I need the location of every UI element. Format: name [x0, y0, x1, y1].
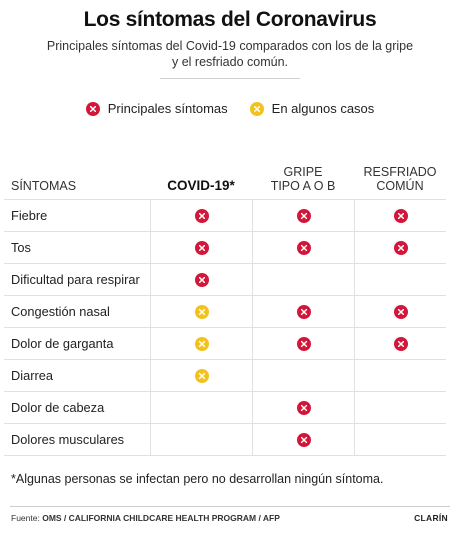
footnote: *Algunas personas se infectan pero no de… [11, 472, 384, 486]
symptom-name: Tos [11, 240, 31, 255]
symptom-name: Dolores musculares [11, 432, 125, 447]
cold-cell [354, 232, 446, 263]
legend: Principales síntomas En algunos casos [0, 101, 460, 116]
flu-cell [252, 424, 354, 455]
header-covid: COVID-19* [167, 178, 235, 193]
header-cold: RESFRIADO COMÚN [354, 165, 446, 193]
symptom-name: Diarrea [11, 368, 53, 383]
legend-item-main: Principales síntomas [85, 101, 228, 116]
flu-cell [252, 200, 354, 231]
table-row: Congestión nasal [4, 296, 446, 328]
covid-cell [150, 232, 252, 263]
covid-cell [150, 296, 252, 327]
table-row: Fiebre [4, 200, 446, 232]
cold-cell [354, 296, 446, 327]
flu-cell [252, 232, 354, 263]
title-divider [160, 78, 300, 79]
subtitle-line-2: y el resfriado común. [171, 55, 289, 69]
main-symptom-icon [194, 240, 209, 255]
legend-some-label: En algunos casos [271, 101, 375, 116]
flu-cell [252, 392, 354, 423]
main-symptom-icon [296, 304, 311, 319]
covid-cell [150, 264, 252, 295]
table-row: Diarrea [4, 360, 446, 392]
flu-cell [252, 360, 354, 391]
symptoms-table: SÍNTOMAS COVID-19* GRIPE TIPO A O B RESF… [4, 158, 446, 456]
some-cases-icon [249, 101, 264, 116]
legend-item-some: En algunos casos [249, 101, 375, 116]
main-symptom-icon [393, 208, 408, 223]
table-row: Dificultad para respirar [4, 264, 446, 296]
covid-cell [150, 360, 252, 391]
brand-logo: CLARÍN [414, 513, 448, 523]
main-symptom-icon [393, 304, 408, 319]
legend-main-label: Principales síntomas [107, 101, 228, 116]
covid-cell [150, 200, 252, 231]
table-row: Tos [4, 232, 446, 264]
cold-cell [354, 424, 446, 455]
subtitle-line-1: Principales síntomas del Covid-19 compar… [46, 39, 414, 53]
header-cold-line-2: COMÚN [376, 179, 424, 193]
cold-cell [354, 200, 446, 231]
flu-cell [252, 264, 354, 295]
table-row: Dolores musculares [4, 424, 446, 456]
header-flu: GRIPE TIPO A O B [252, 165, 354, 193]
some-cases-icon [194, 304, 209, 319]
main-symptom-icon [296, 432, 311, 447]
header-cold-line-1: RESFRIADO [363, 165, 437, 179]
cold-cell [354, 264, 446, 295]
cold-cell [354, 328, 446, 359]
main-symptom-icon [393, 240, 408, 255]
main-symptom-icon [296, 208, 311, 223]
source-credit: Fuente: OMS / CALIFORNIA CHILDCARE HEALT… [11, 513, 280, 523]
flu-cell [252, 296, 354, 327]
table-body: Fiebre Tos Dificultad para respirar Congest… [4, 200, 446, 456]
footer-divider [10, 506, 450, 507]
table-row: Dolor de cabeza [4, 392, 446, 424]
header-symptoms: SÍNTOMAS [11, 179, 77, 193]
symptom-name: Dolor de garganta [11, 336, 114, 351]
main-symptom-icon [296, 400, 311, 415]
header-flu-line-2: TIPO A O B [270, 179, 336, 193]
main-symptom-icon [194, 272, 209, 287]
covid-cell [150, 424, 252, 455]
some-cases-icon [194, 336, 209, 351]
flu-cell [252, 328, 354, 359]
cold-cell [354, 392, 446, 423]
page-title: Los síntomas del Coronavirus [83, 8, 377, 31]
covid-cell [150, 328, 252, 359]
table-header: SÍNTOMAS COVID-19* GRIPE TIPO A O B RESF… [4, 158, 446, 200]
page-subtitle: Principales síntomas del Covid-19 compar… [30, 38, 430, 70]
symptom-name: Dificultad para respirar [11, 272, 140, 287]
table-row: Dolor de garganta [4, 328, 446, 360]
cold-cell [354, 360, 446, 391]
main-symptom-icon [194, 208, 209, 223]
symptom-name: Congestión nasal [11, 304, 110, 319]
main-symptom-icon [296, 336, 311, 351]
some-cases-icon [194, 368, 209, 383]
symptom-name: Fiebre [11, 208, 48, 223]
header-flu-line-1: GRIPE [283, 165, 323, 179]
main-symptom-icon [296, 240, 311, 255]
source-text: OMS / CALIFORNIA CHILDCARE HEALTH PROGRA… [42, 513, 280, 523]
source-label: Fuente: [11, 513, 40, 523]
main-symptom-icon [85, 101, 100, 116]
symptom-name: Dolor de cabeza [11, 400, 105, 415]
main-symptom-icon [393, 336, 408, 351]
covid-cell [150, 392, 252, 423]
